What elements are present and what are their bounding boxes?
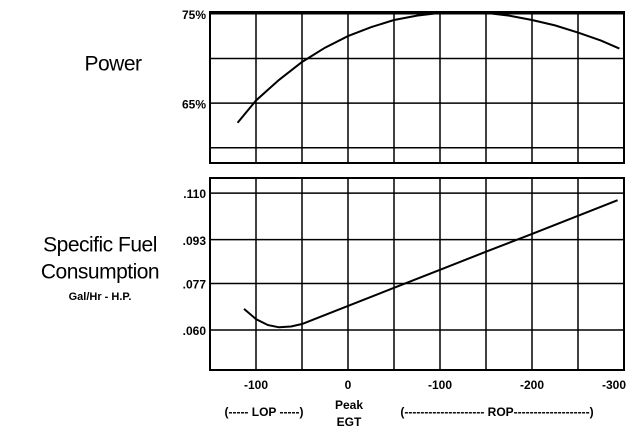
y-tick-label: .093 — [183, 234, 207, 248]
y-axis-label: Power — [84, 53, 142, 76]
plot-frame — [209, 177, 625, 371]
annotation: (-------------------- ROP---------------… — [400, 405, 593, 419]
annotation: EGT — [337, 415, 362, 429]
y-tick-label: .077 — [183, 278, 207, 292]
plot-frame — [209, 11, 625, 164]
line-series — [236, 10, 620, 124]
x-tick-label: 0 — [345, 378, 352, 392]
y-axis-unit: Gal/Hr - H.P. — [69, 291, 132, 303]
annotation: Peak — [335, 398, 363, 412]
x-tick-label: -200 — [520, 378, 544, 392]
line-series — [243, 199, 618, 329]
annotation: (----- LOP -----) — [224, 405, 303, 419]
x-tick-label: -100 — [244, 378, 268, 392]
x-tick-label: -300 — [602, 378, 626, 392]
y-tick-label: 65% — [182, 97, 206, 111]
y-tick-label: .060 — [183, 324, 207, 338]
y-axis-label: Specific Fuel — [43, 234, 157, 257]
x-tick-label: -100 — [428, 378, 452, 392]
y-tick-label: .110 — [183, 187, 206, 201]
y-tick-label: 75% — [182, 8, 206, 22]
y-axis-label: Consumption — [41, 261, 159, 284]
